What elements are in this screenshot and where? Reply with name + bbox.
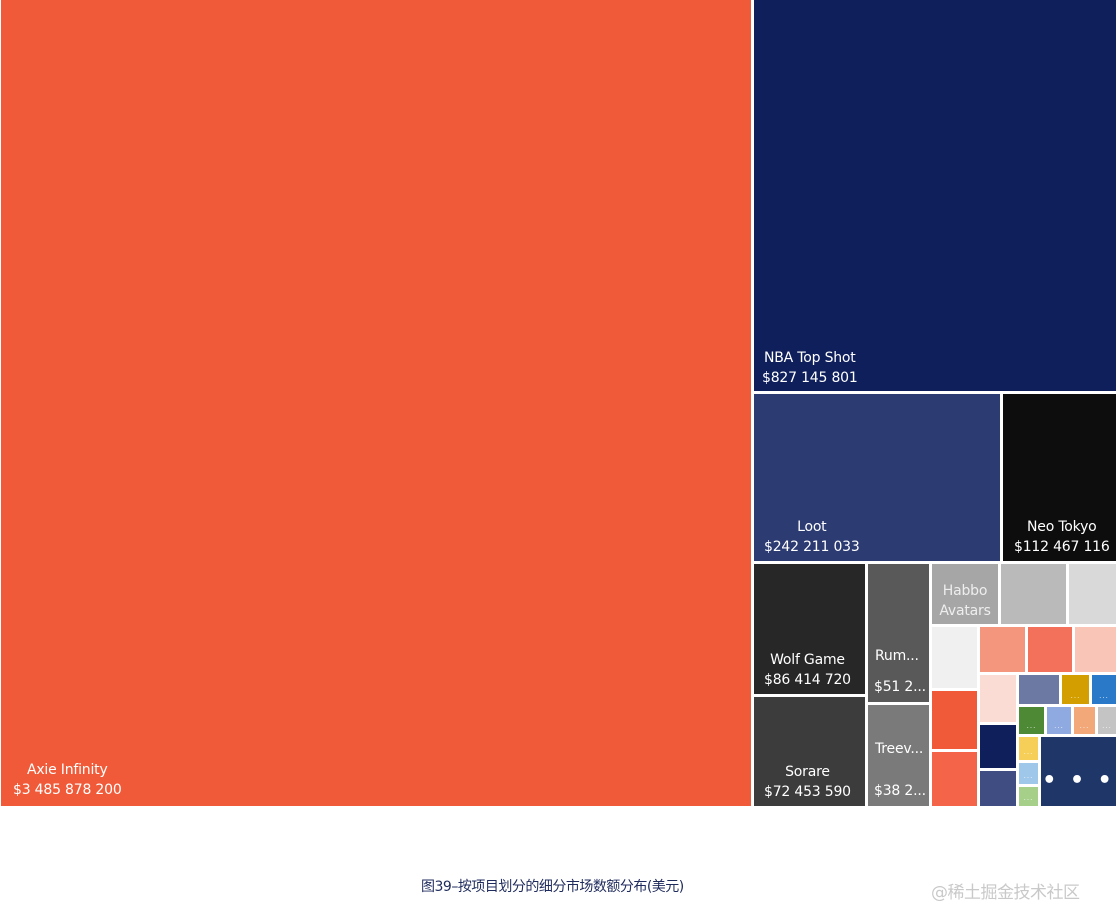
tile-value: $38 2... bbox=[874, 783, 926, 799]
tile-unlabeled[interactable] bbox=[932, 691, 977, 749]
watermark: @稀土掘金技术社区 bbox=[931, 883, 1080, 903]
tile-treev[interactable]: Treev... $38 2... bbox=[868, 705, 929, 806]
tile-unlabeled[interactable] bbox=[932, 627, 977, 688]
tile-truncated[interactable]: ... bbox=[1019, 737, 1038, 760]
more-icon: • • • bbox=[1042, 768, 1115, 793]
tile-label: Loot bbox=[797, 519, 827, 535]
tile-unlabeled[interactable] bbox=[980, 627, 1025, 672]
tile-label: Avatars bbox=[939, 603, 991, 619]
ellipsis-icon: ... bbox=[1023, 748, 1034, 756]
tile-habbo-avatars[interactable]: Habbo Avatars bbox=[932, 564, 998, 624]
tile-value: $86 414 720 bbox=[764, 672, 851, 688]
tile-truncated[interactable]: ... bbox=[1074, 707, 1095, 734]
tile-rum[interactable]: Rum... $51 2... bbox=[868, 564, 929, 702]
ellipsis-icon: ... bbox=[1023, 772, 1034, 780]
tile-truncated[interactable]: ... bbox=[1062, 675, 1089, 704]
tile-label: Habbo bbox=[942, 583, 988, 599]
tile-sorare[interactable]: Sorare $72 453 590 bbox=[754, 697, 865, 806]
tile-wolf-game[interactable]: Wolf Game $86 414 720 bbox=[754, 564, 865, 694]
ellipsis-icon: ... bbox=[1099, 692, 1109, 700]
tile-truncated[interactable]: ... bbox=[1019, 707, 1044, 734]
ellipsis-icon: ... bbox=[1026, 722, 1037, 730]
tile-label: Rum... bbox=[875, 648, 919, 664]
tile-unlabeled[interactable] bbox=[1069, 564, 1116, 624]
tile-truncated[interactable]: ... bbox=[1047, 707, 1071, 734]
chart-caption: 图39–按项目划分的细分市场数额分布(美元) bbox=[421, 879, 684, 895]
tile-label: Axie Infinity bbox=[26, 762, 108, 778]
tile-more[interactable]: • • • bbox=[1041, 737, 1116, 806]
tile-unlabeled[interactable] bbox=[980, 675, 1016, 722]
tile-label: Wolf Game bbox=[770, 652, 845, 668]
tile-truncated[interactable]: ... bbox=[1019, 763, 1038, 784]
tile-unlabeled[interactable] bbox=[1028, 627, 1072, 672]
tile-unlabeled[interactable] bbox=[1019, 675, 1059, 704]
tile-value: $242 211 033 bbox=[764, 539, 860, 555]
ellipsis-icon: ... bbox=[1070, 692, 1081, 700]
tile-neo-tokyo[interactable]: Neo Tokyo $112 467 116 bbox=[1003, 394, 1116, 561]
tile-unlabeled[interactable] bbox=[1001, 564, 1066, 624]
tile-label: Treev... bbox=[875, 741, 924, 757]
ellipsis-icon: ... bbox=[1054, 722, 1064, 730]
ellipsis-icon: ... bbox=[1023, 794, 1034, 802]
treemap-chart: Axie Infinity $3 485 878 200 NBA Top Sho… bbox=[1, 0, 1116, 806]
tile-unlabeled[interactable] bbox=[980, 771, 1016, 806]
tile-truncated[interactable]: ... bbox=[1092, 675, 1116, 704]
tile-unlabeled[interactable] bbox=[980, 725, 1016, 768]
tile-value: $51 2... bbox=[874, 679, 926, 695]
tile-axie-infinity[interactable]: Axie Infinity $3 485 878 200 bbox=[1, 0, 751, 806]
tile-unlabeled[interactable] bbox=[1075, 627, 1116, 672]
tile-truncated[interactable]: ... bbox=[1098, 707, 1116, 734]
tile-label: Neo Tokyo bbox=[1027, 519, 1097, 535]
tile-nba-top-shot[interactable]: NBA Top Shot $827 145 801 bbox=[754, 0, 1116, 391]
ellipsis-icon: ... bbox=[1102, 722, 1112, 730]
tile-loot[interactable]: Loot $242 211 033 bbox=[754, 394, 1000, 561]
ellipsis-icon: ... bbox=[1079, 722, 1090, 730]
tile-label: Sorare bbox=[785, 764, 830, 780]
tile-label: NBA Top Shot bbox=[763, 350, 856, 366]
tile-truncated[interactable]: ... bbox=[1019, 787, 1038, 806]
tile-value: $827 145 801 bbox=[762, 370, 858, 386]
tile-unlabeled[interactable] bbox=[932, 752, 977, 806]
tile-value: $3 485 878 200 bbox=[13, 782, 122, 798]
tile-value: $72 453 590 bbox=[764, 784, 851, 800]
tile-value: $112 467 116 bbox=[1014, 539, 1110, 555]
